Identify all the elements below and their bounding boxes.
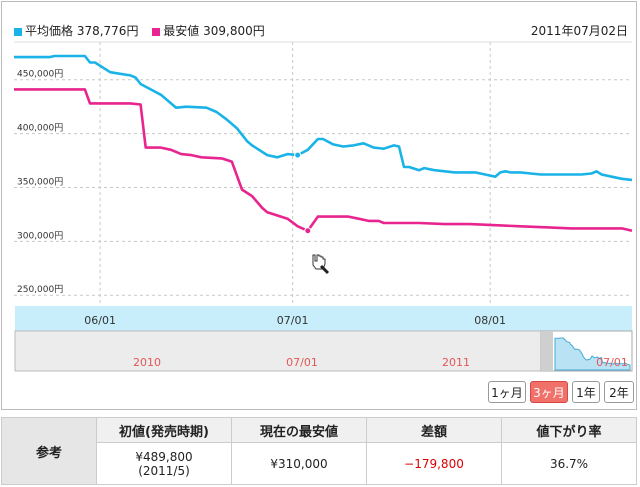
navigator-label: 07/01 <box>286 356 318 369</box>
current-date: 2011年07月02日 <box>530 24 628 38</box>
navigator-series <box>554 337 631 371</box>
header-current-lowest: 現在の最安値 <box>231 417 367 443</box>
range-button-1month[interactable]: 1ヶ月 <box>488 381 526 403</box>
y-tick-label: 400,000円 <box>17 123 63 134</box>
legend: 平均価格 378,776円 最安値 309,800円 <box>14 22 275 39</box>
navigator-label: 07/01 <box>596 356 628 369</box>
x-tick-label: 08/01 <box>474 314 506 327</box>
cell-drop-rate: 36.7% <box>501 442 637 485</box>
y-tick-label: 350,000円 <box>17 176 63 187</box>
y-tick-label: 450,000円 <box>17 69 63 80</box>
y-tick-label: 300,000円 <box>17 230 63 241</box>
header-drop-rate: 値下がり率 <box>501 417 637 443</box>
hand-cursor-icon <box>312 254 330 275</box>
legend-item-average[interactable]: 平均価格 378,776円 <box>14 24 138 38</box>
x-tick-label: 07/01 <box>277 314 309 327</box>
legend-item-lowest[interactable]: 最安値 309,800円 <box>152 24 265 38</box>
range-button-2year[interactable]: 2年 <box>604 381 634 403</box>
cell-current-lowest: ¥310,000 <box>231 442 367 485</box>
reference-row-header: 参考 <box>1 417 97 485</box>
reference-table: 参考 初値(発売時期) 現在の最安値 差額 値下がり率 ¥489,800 (201… <box>1 417 637 485</box>
hover-point-average[interactable] <box>294 151 302 159</box>
chart-series <box>14 54 633 235</box>
navigator-label: 2010 <box>133 356 161 369</box>
y-axis: 250,000円 300,000円 350,000円 400,000円 450,000円 <box>17 69 63 296</box>
range-button-3month[interactable]: 3ヶ月 <box>530 381 568 403</box>
range-navigator[interactable]: 2010 07/01 2011 07/01 <box>14 330 633 372</box>
x-tick-label: 06/01 <box>84 314 116 327</box>
header-difference: 差額 <box>366 417 502 443</box>
legend-swatch-average <box>14 27 22 36</box>
chart-grid <box>14 41 632 306</box>
series-line-average[interactable] <box>14 54 633 182</box>
navigator-handle[interactable] <box>541 331 553 371</box>
series-line-lowest[interactable] <box>14 88 633 233</box>
cell-initial-price: ¥489,800 (2011/5) <box>96 442 232 485</box>
cell-difference: −179,800 <box>366 442 502 485</box>
price-chart[interactable]: 250,000円 300,000円 350,000円 400,000円 450,000円… <box>0 0 640 380</box>
legend-label-average: 平均価格 378,776円 <box>25 24 139 38</box>
range-button-1year[interactable]: 1年 <box>572 381 600 403</box>
navigator-label: 2011 <box>442 356 470 369</box>
initial-date-value: (2011/5) <box>138 463 190 478</box>
legend-swatch-lowest <box>152 27 161 36</box>
navigator-background <box>14 330 633 372</box>
y-tick-label: 250,000円 <box>17 284 63 295</box>
x-axis-band <box>15 306 632 331</box>
hover-point-lowest[interactable] <box>304 227 312 235</box>
legend-label-lowest: 最安値 309,800円 <box>163 24 265 38</box>
header-initial-price: 初値(発売時期) <box>96 417 232 443</box>
initial-price-value: ¥489,800 <box>135 449 193 464</box>
x-axis: 06/01 07/01 08/01 <box>84 314 506 327</box>
